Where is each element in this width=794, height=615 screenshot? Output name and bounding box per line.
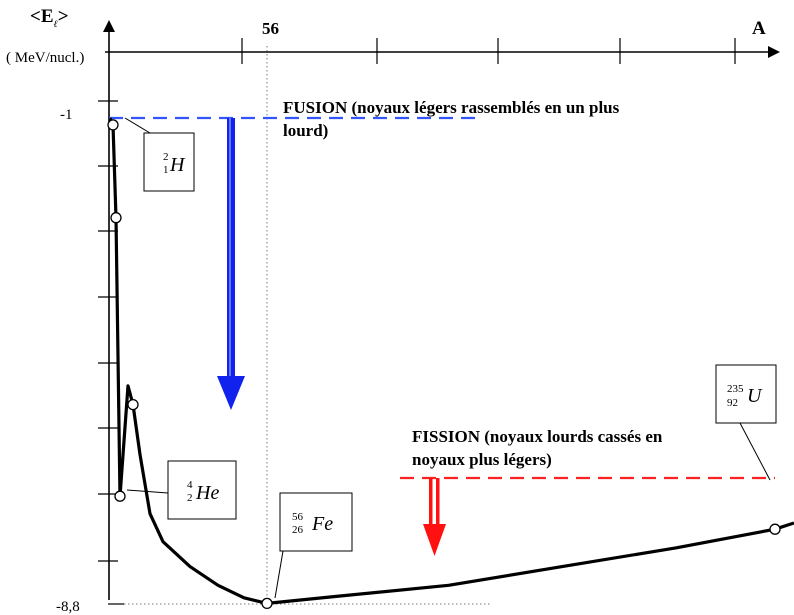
svg-text:92: 92 xyxy=(727,397,738,409)
nuclide-callout-h2: 2 1 H xyxy=(124,117,195,192)
fission-arrow xyxy=(423,478,446,556)
svg-text:1: 1 xyxy=(163,164,169,176)
svg-text:He: He xyxy=(195,482,219,504)
nuclide-callout-he4: 4 2 He xyxy=(126,460,237,520)
data-point-marker-0 xyxy=(107,119,119,131)
svg-text:235: 235 xyxy=(727,383,744,395)
x-ticks xyxy=(241,38,736,64)
fusion-annotation: FUSION (noyaux légers rassemblés en un p… xyxy=(283,98,624,140)
y-axis-label: <Eℓ> xyxy=(30,6,69,30)
svg-text:2: 2 xyxy=(163,151,169,163)
svg-text:Fe: Fe xyxy=(311,513,333,535)
x-tick-label-56: 56 xyxy=(262,19,279,38)
svg-text:H: H xyxy=(169,154,186,176)
x-axis-label: A xyxy=(752,18,766,39)
svg-text:26: 26 xyxy=(292,524,304,536)
svg-text:U: U xyxy=(747,385,763,407)
y-tick-label-top: -1 xyxy=(60,107,73,123)
fusion-arrow xyxy=(217,118,245,410)
nuclide-callout-fe56: 56 26 Fe xyxy=(274,492,353,599)
nuclide-callout-u235: 235 92 U xyxy=(715,364,777,481)
y-ticks xyxy=(98,100,124,605)
data-point-marker-3 xyxy=(127,398,139,411)
data-point-marker-5 xyxy=(769,523,781,535)
svg-text:56: 56 xyxy=(292,511,304,523)
data-point-marker-1 xyxy=(110,212,122,224)
binding-energy-curve xyxy=(108,117,794,605)
fission-annotation: FISSION (noyaux lourds cassés en noyaux … xyxy=(412,427,667,469)
y-axis-unit: ( MeV/nucl.) xyxy=(6,50,84,66)
svg-text:4: 4 xyxy=(187,479,193,491)
data-point-marker-2 xyxy=(114,490,126,502)
svg-text:2: 2 xyxy=(187,492,193,504)
data-point-marker-4 xyxy=(261,597,273,610)
data-point-markers xyxy=(107,119,781,610)
y-tick-label-bottom: -8,8 xyxy=(56,599,80,615)
